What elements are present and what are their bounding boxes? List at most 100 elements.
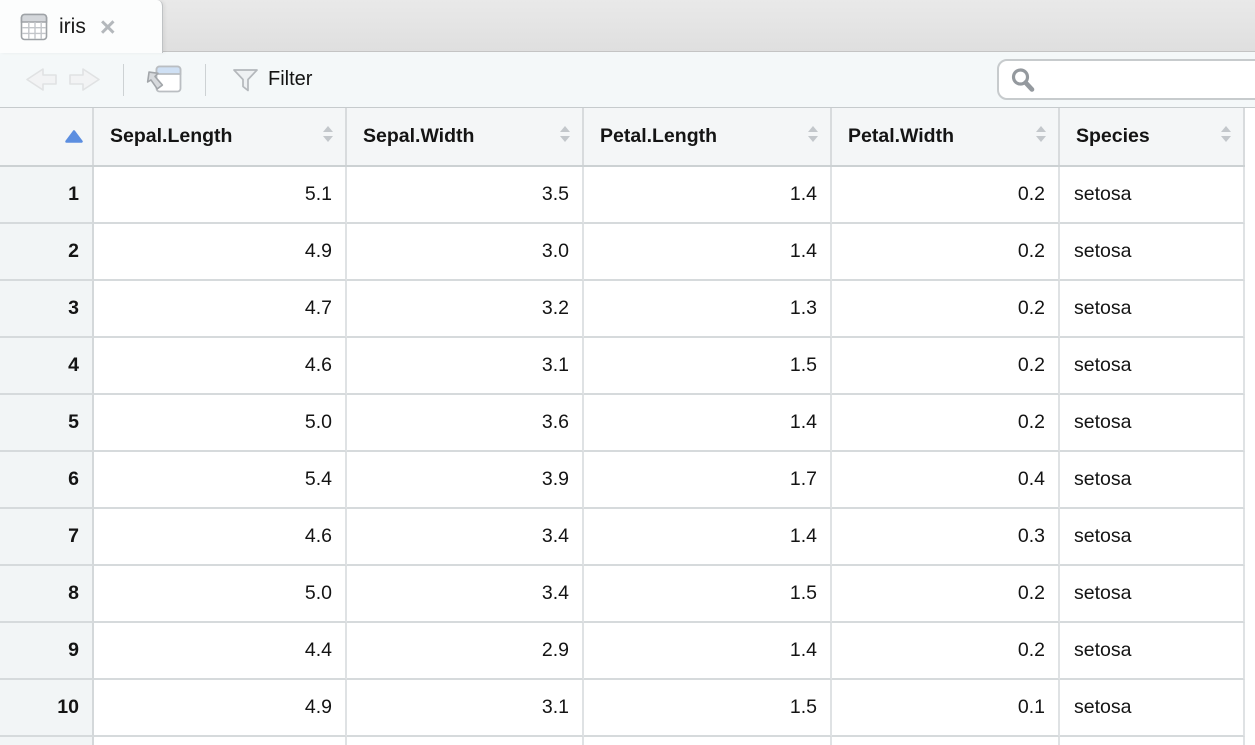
row-number-cell: 7	[0, 509, 94, 566]
cell-petal-length: 1.4	[584, 623, 832, 680]
row-number-cell: 5	[0, 395, 94, 452]
empty-cell	[347, 737, 584, 745]
cell-petal-length: 1.5	[584, 680, 832, 737]
cell-sepal-width: 3.2	[347, 281, 584, 338]
cell-species: setosa	[1060, 566, 1245, 623]
cell-sepal-length: 4.9	[94, 680, 347, 737]
data-grid-icon	[20, 13, 48, 41]
search-input[interactable]	[1044, 64, 1255, 95]
table-row: 10 4.9 3.1 1.5 0.1 setosa	[0, 680, 1245, 737]
cell-petal-width: 0.2	[832, 281, 1060, 338]
search-icon	[1010, 67, 1036, 93]
row-number-cell: 10	[0, 680, 94, 737]
table-body: 1 5.1 3.5 1.4 0.2 setosa 2 4.9 3.0 1.4 0.2 setosa 3 4…	[0, 167, 1255, 745]
cell-sepal-width: 3.0	[347, 224, 584, 281]
search-box[interactable]	[997, 59, 1255, 100]
cell-species: setosa	[1060, 452, 1245, 509]
cell-species: setosa	[1060, 623, 1245, 680]
table-row: 2 4.9 3.0 1.4 0.2 setosa	[0, 224, 1245, 281]
row-number-cell: 2	[0, 224, 94, 281]
sort-toggle-icon	[1220, 125, 1232, 148]
row-number-cell: 1	[0, 167, 94, 224]
column-header-label: Sepal.Length	[110, 125, 233, 147]
tab-strip: iris ×	[0, 0, 1255, 53]
back-button[interactable]	[20, 52, 60, 107]
header-row: Sepal.Length Sepal.Width Petal.Length	[0, 108, 1245, 167]
cell-petal-width: 0.3	[832, 509, 1060, 566]
cell-species: setosa	[1060, 281, 1245, 338]
row-number-cell: 9	[0, 623, 94, 680]
tab-title: iris	[59, 14, 86, 38]
data-grid: Sepal.Length Sepal.Width Petal.Length	[0, 108, 1255, 745]
cell-petal-length: 1.4	[584, 167, 832, 224]
cell-petal-width: 0.1	[832, 680, 1060, 737]
row-index-header[interactable]	[0, 108, 94, 165]
cell-petal-length: 1.5	[584, 566, 832, 623]
empty-cell	[0, 737, 94, 745]
empty-cell	[94, 737, 347, 745]
table-row: 7 4.6 3.4 1.4 0.3 setosa	[0, 509, 1245, 566]
table-row: 9 4.4 2.9 1.4 0.2 setosa	[0, 623, 1245, 680]
column-header-label: Petal.Width	[848, 125, 954, 147]
cell-petal-width: 0.2	[832, 566, 1060, 623]
cell-species: setosa	[1060, 224, 1245, 281]
cell-species: setosa	[1060, 167, 1245, 224]
cell-sepal-length: 4.9	[94, 224, 347, 281]
cell-sepal-width: 3.4	[347, 509, 584, 566]
cell-sepal-length: 5.0	[94, 395, 347, 452]
sort-toggle-icon	[322, 125, 334, 148]
empty-cell	[1060, 737, 1245, 745]
cell-sepal-length: 4.6	[94, 338, 347, 395]
cell-sepal-length: 4.7	[94, 281, 347, 338]
viewer-toolbar: Filter	[0, 52, 1255, 108]
cell-species: setosa	[1060, 338, 1245, 395]
cell-petal-length: 1.3	[584, 281, 832, 338]
cell-species: setosa	[1060, 680, 1245, 737]
table-row: 4 4.6 3.1 1.5 0.2 setosa	[0, 338, 1245, 395]
cell-petal-width: 0.2	[832, 338, 1060, 395]
cell-sepal-length: 5.4	[94, 452, 347, 509]
empty-cell	[832, 737, 1060, 745]
table-row: 6 5.4 3.9 1.7 0.4 setosa	[0, 452, 1245, 509]
table-row: 5 5.0 3.6 1.4 0.2 setosa	[0, 395, 1245, 452]
table-row: 8 5.0 3.4 1.5 0.2 setosa	[0, 566, 1245, 623]
empty-cell	[584, 737, 832, 745]
cell-sepal-width: 2.9	[347, 623, 584, 680]
column-header-label: Sepal.Width	[363, 125, 475, 147]
filter-funnel-icon	[232, 67, 259, 93]
column-header-label: Species	[1076, 125, 1150, 147]
cell-sepal-length: 4.6	[94, 509, 347, 566]
tab-iris[interactable]: iris ×	[0, 0, 163, 53]
toolbar-divider	[123, 64, 124, 96]
table-row: 1 5.1 3.5 1.4 0.2 setosa	[0, 167, 1245, 224]
cell-petal-length: 1.5	[584, 338, 832, 395]
sort-ascending-icon	[65, 130, 83, 143]
cell-petal-width: 0.2	[832, 623, 1060, 680]
cell-petal-width: 0.4	[832, 452, 1060, 509]
sort-toggle-icon	[559, 125, 571, 148]
cell-sepal-width: 3.1	[347, 338, 584, 395]
column-header-petal-width[interactable]: Petal.Width	[832, 108, 1060, 165]
row-number-cell: 4	[0, 338, 94, 395]
table-row-partial	[0, 737, 1245, 745]
cell-species: setosa	[1060, 395, 1245, 452]
column-header-sepal-width[interactable]: Sepal.Width	[347, 108, 584, 165]
cell-petal-length: 1.7	[584, 452, 832, 509]
row-number-cell: 3	[0, 281, 94, 338]
cell-petal-length: 1.4	[584, 395, 832, 452]
sort-toggle-icon	[807, 125, 819, 148]
column-header-petal-length[interactable]: Petal.Length	[584, 108, 832, 165]
cell-petal-width: 0.2	[832, 395, 1060, 452]
tab-close-icon[interactable]: ×	[99, 11, 116, 42]
cell-petal-width: 0.2	[832, 167, 1060, 224]
sort-toggle-icon	[1035, 125, 1047, 148]
cell-petal-width: 0.2	[832, 224, 1060, 281]
column-header-species[interactable]: Species	[1060, 108, 1245, 165]
filter-button[interactable]: Filter	[232, 52, 312, 107]
row-number-cell: 8	[0, 566, 94, 623]
column-header-sepal-length[interactable]: Sepal.Length	[94, 108, 347, 165]
open-in-new-window-button[interactable]	[144, 52, 184, 107]
cell-sepal-length: 4.4	[94, 623, 347, 680]
cell-sepal-width: 3.5	[347, 167, 584, 224]
forward-button[interactable]	[66, 52, 106, 107]
